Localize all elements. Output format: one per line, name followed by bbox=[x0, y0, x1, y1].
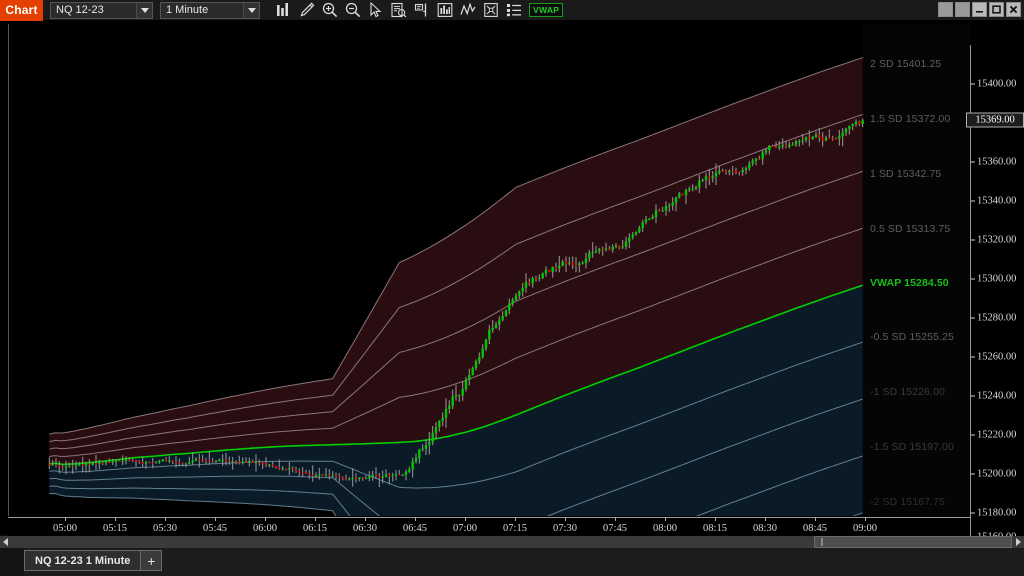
time-axis[interactable]: 05:00 05:15 05:30 05:45 06:00 06:15 06:30 06:45… bbox=[8, 517, 970, 539]
time-tick: 06:00 bbox=[253, 517, 277, 534]
time-tick: 07:45 bbox=[603, 517, 627, 534]
scroll-left-icon[interactable] bbox=[0, 536, 12, 548]
window-controls bbox=[938, 2, 1021, 17]
price-tick: 15400.00 bbox=[971, 79, 1016, 90]
cursor-pointer-icon[interactable] bbox=[364, 0, 387, 21]
band-label-neg2sd: -2 SD 15167.75 bbox=[870, 496, 945, 508]
instrument-select-value: NQ 12-23 bbox=[56, 4, 104, 16]
tabbar-spacer bbox=[0, 548, 24, 576]
price-tick: 15280.00 bbox=[971, 313, 1016, 324]
vwap-lower-band-fill bbox=[49, 285, 863, 516]
vwap-sd-band-line bbox=[49, 170, 863, 450]
band-label-neg1p5sd: -1.5 SD 15197.00 bbox=[870, 441, 954, 453]
vwap-sd-band-line bbox=[49, 57, 863, 435]
time-tick: 05:15 bbox=[103, 517, 127, 534]
band-label-vwap: VWAP 15284.50 bbox=[870, 277, 949, 289]
vwap-sd-band-line bbox=[49, 227, 863, 458]
instrument-select[interactable]: NQ 12-23 bbox=[50, 1, 153, 19]
data-box-icon[interactable] bbox=[387, 0, 410, 21]
time-tick: 05:30 bbox=[153, 517, 177, 534]
chart-tab-bar: NQ 12-23 1 Minute + bbox=[0, 548, 1024, 576]
time-tick: 07:00 bbox=[453, 517, 477, 534]
price-tick: 15200.00 bbox=[971, 469, 1016, 480]
time-tick: 05:45 bbox=[203, 517, 227, 534]
price-tick: 15180.00 bbox=[971, 508, 1016, 519]
restore-down-button[interactable] bbox=[938, 2, 953, 17]
price-tick: 15260.00 bbox=[971, 352, 1016, 363]
scroll-right-icon[interactable] bbox=[1012, 536, 1024, 548]
time-tick: 08:30 bbox=[753, 517, 777, 534]
chevron-down-icon[interactable] bbox=[136, 2, 152, 18]
horizontal-scrollbar[interactable] bbox=[0, 536, 1024, 548]
vwap-line bbox=[49, 284, 863, 466]
interval-select[interactable]: 1 Minute bbox=[160, 1, 260, 19]
maximize-button[interactable] bbox=[989, 2, 1004, 17]
chart-templates-icon[interactable] bbox=[502, 0, 525, 21]
vwap-sd-band-line bbox=[49, 398, 863, 516]
time-tick: 06:30 bbox=[353, 517, 377, 534]
time-tick: 09:00 bbox=[853, 517, 877, 534]
chevron-down-icon[interactable] bbox=[243, 2, 259, 18]
vwap-sd-band-line bbox=[49, 341, 863, 489]
price-tick: 15340.00 bbox=[971, 196, 1016, 207]
strategies-icon[interactable] bbox=[456, 0, 479, 21]
properties-icon[interactable] bbox=[479, 0, 502, 21]
data-series-icon[interactable] bbox=[272, 0, 295, 21]
vwap-upper-band-fill bbox=[49, 57, 863, 465]
chart-menu-button[interactable]: Chart bbox=[0, 0, 43, 21]
drawing-tools-icon[interactable] bbox=[295, 0, 318, 21]
zoom-in-icon[interactable] bbox=[318, 0, 341, 21]
time-tick: 08:15 bbox=[703, 517, 727, 534]
price-tick: 15240.00 bbox=[971, 391, 1016, 402]
band-label-1sd: 1 SD 15342.75 bbox=[870, 168, 942, 180]
chart-area[interactable]: 2 SD 15401.25 1.5 SD 15372.00 1 SD 15342.7… bbox=[0, 21, 1024, 543]
toolbar-icon-strip: VWAP bbox=[272, 0, 564, 21]
price-tick: 15360.00 bbox=[971, 157, 1016, 168]
price-tick: 15220.00 bbox=[971, 430, 1016, 441]
time-tick: 08:00 bbox=[653, 517, 677, 534]
band-label-neg1sd: -1 SD 15226.00 bbox=[870, 386, 945, 398]
price-plot-svg bbox=[48, 24, 970, 516]
band-label-0p5sd: 0.5 SD 15313.75 bbox=[870, 223, 951, 235]
price-tick: 15320.00 bbox=[971, 235, 1016, 246]
chart-trader-icon[interactable] bbox=[410, 0, 433, 21]
indicators-icon[interactable] bbox=[433, 0, 456, 21]
tab-nq-12-23-1-minute[interactable]: NQ 12-23 1 Minute bbox=[24, 550, 142, 571]
zoom-out-icon[interactable] bbox=[341, 0, 364, 21]
vwap-sd-band-line bbox=[49, 114, 863, 443]
restore-button[interactable] bbox=[955, 2, 970, 17]
close-button[interactable] bbox=[1006, 2, 1021, 17]
scrollbar-grip bbox=[821, 538, 823, 546]
vwap-sd-band-line bbox=[49, 492, 863, 516]
band-label-1p5sd: 1.5 SD 15372.00 bbox=[870, 113, 951, 125]
price-tick: 15300.00 bbox=[971, 274, 1016, 285]
time-tick: 07:30 bbox=[553, 517, 577, 534]
add-tab-button[interactable]: + bbox=[141, 550, 163, 571]
band-label-2sd: 2 SD 15401.25 bbox=[870, 58, 942, 70]
time-tick: 05:00 bbox=[53, 517, 77, 534]
candlestick-series bbox=[48, 118, 864, 488]
price-plot[interactable] bbox=[8, 24, 970, 516]
band-label-neg0p5sd: -0.5 SD 15255.25 bbox=[870, 331, 954, 343]
time-tick: 06:15 bbox=[303, 517, 327, 534]
time-tick: 07:15 bbox=[503, 517, 527, 534]
price-axis[interactable]: 15400.0015380.0015360.0015340.0015320.00… bbox=[966, 45, 1024, 543]
time-tick: 08:45 bbox=[803, 517, 827, 534]
chart-toolbar: Chart NQ 12-23 1 Minute bbox=[0, 0, 1024, 21]
vwap-sd-band-line bbox=[49, 455, 863, 516]
time-tick: 06:45 bbox=[403, 517, 427, 534]
last-price-marker: 15369.00 bbox=[966, 112, 1024, 128]
scrollbar-track[interactable] bbox=[12, 536, 1012, 548]
minimize-button[interactable] bbox=[972, 2, 987, 17]
scrollbar-thumb[interactable] bbox=[814, 536, 1012, 548]
vwap-indicator-button[interactable]: VWAP bbox=[529, 3, 564, 17]
future-pane-mask bbox=[875, 24, 970, 516]
interval-select-value: 1 Minute bbox=[166, 4, 209, 16]
